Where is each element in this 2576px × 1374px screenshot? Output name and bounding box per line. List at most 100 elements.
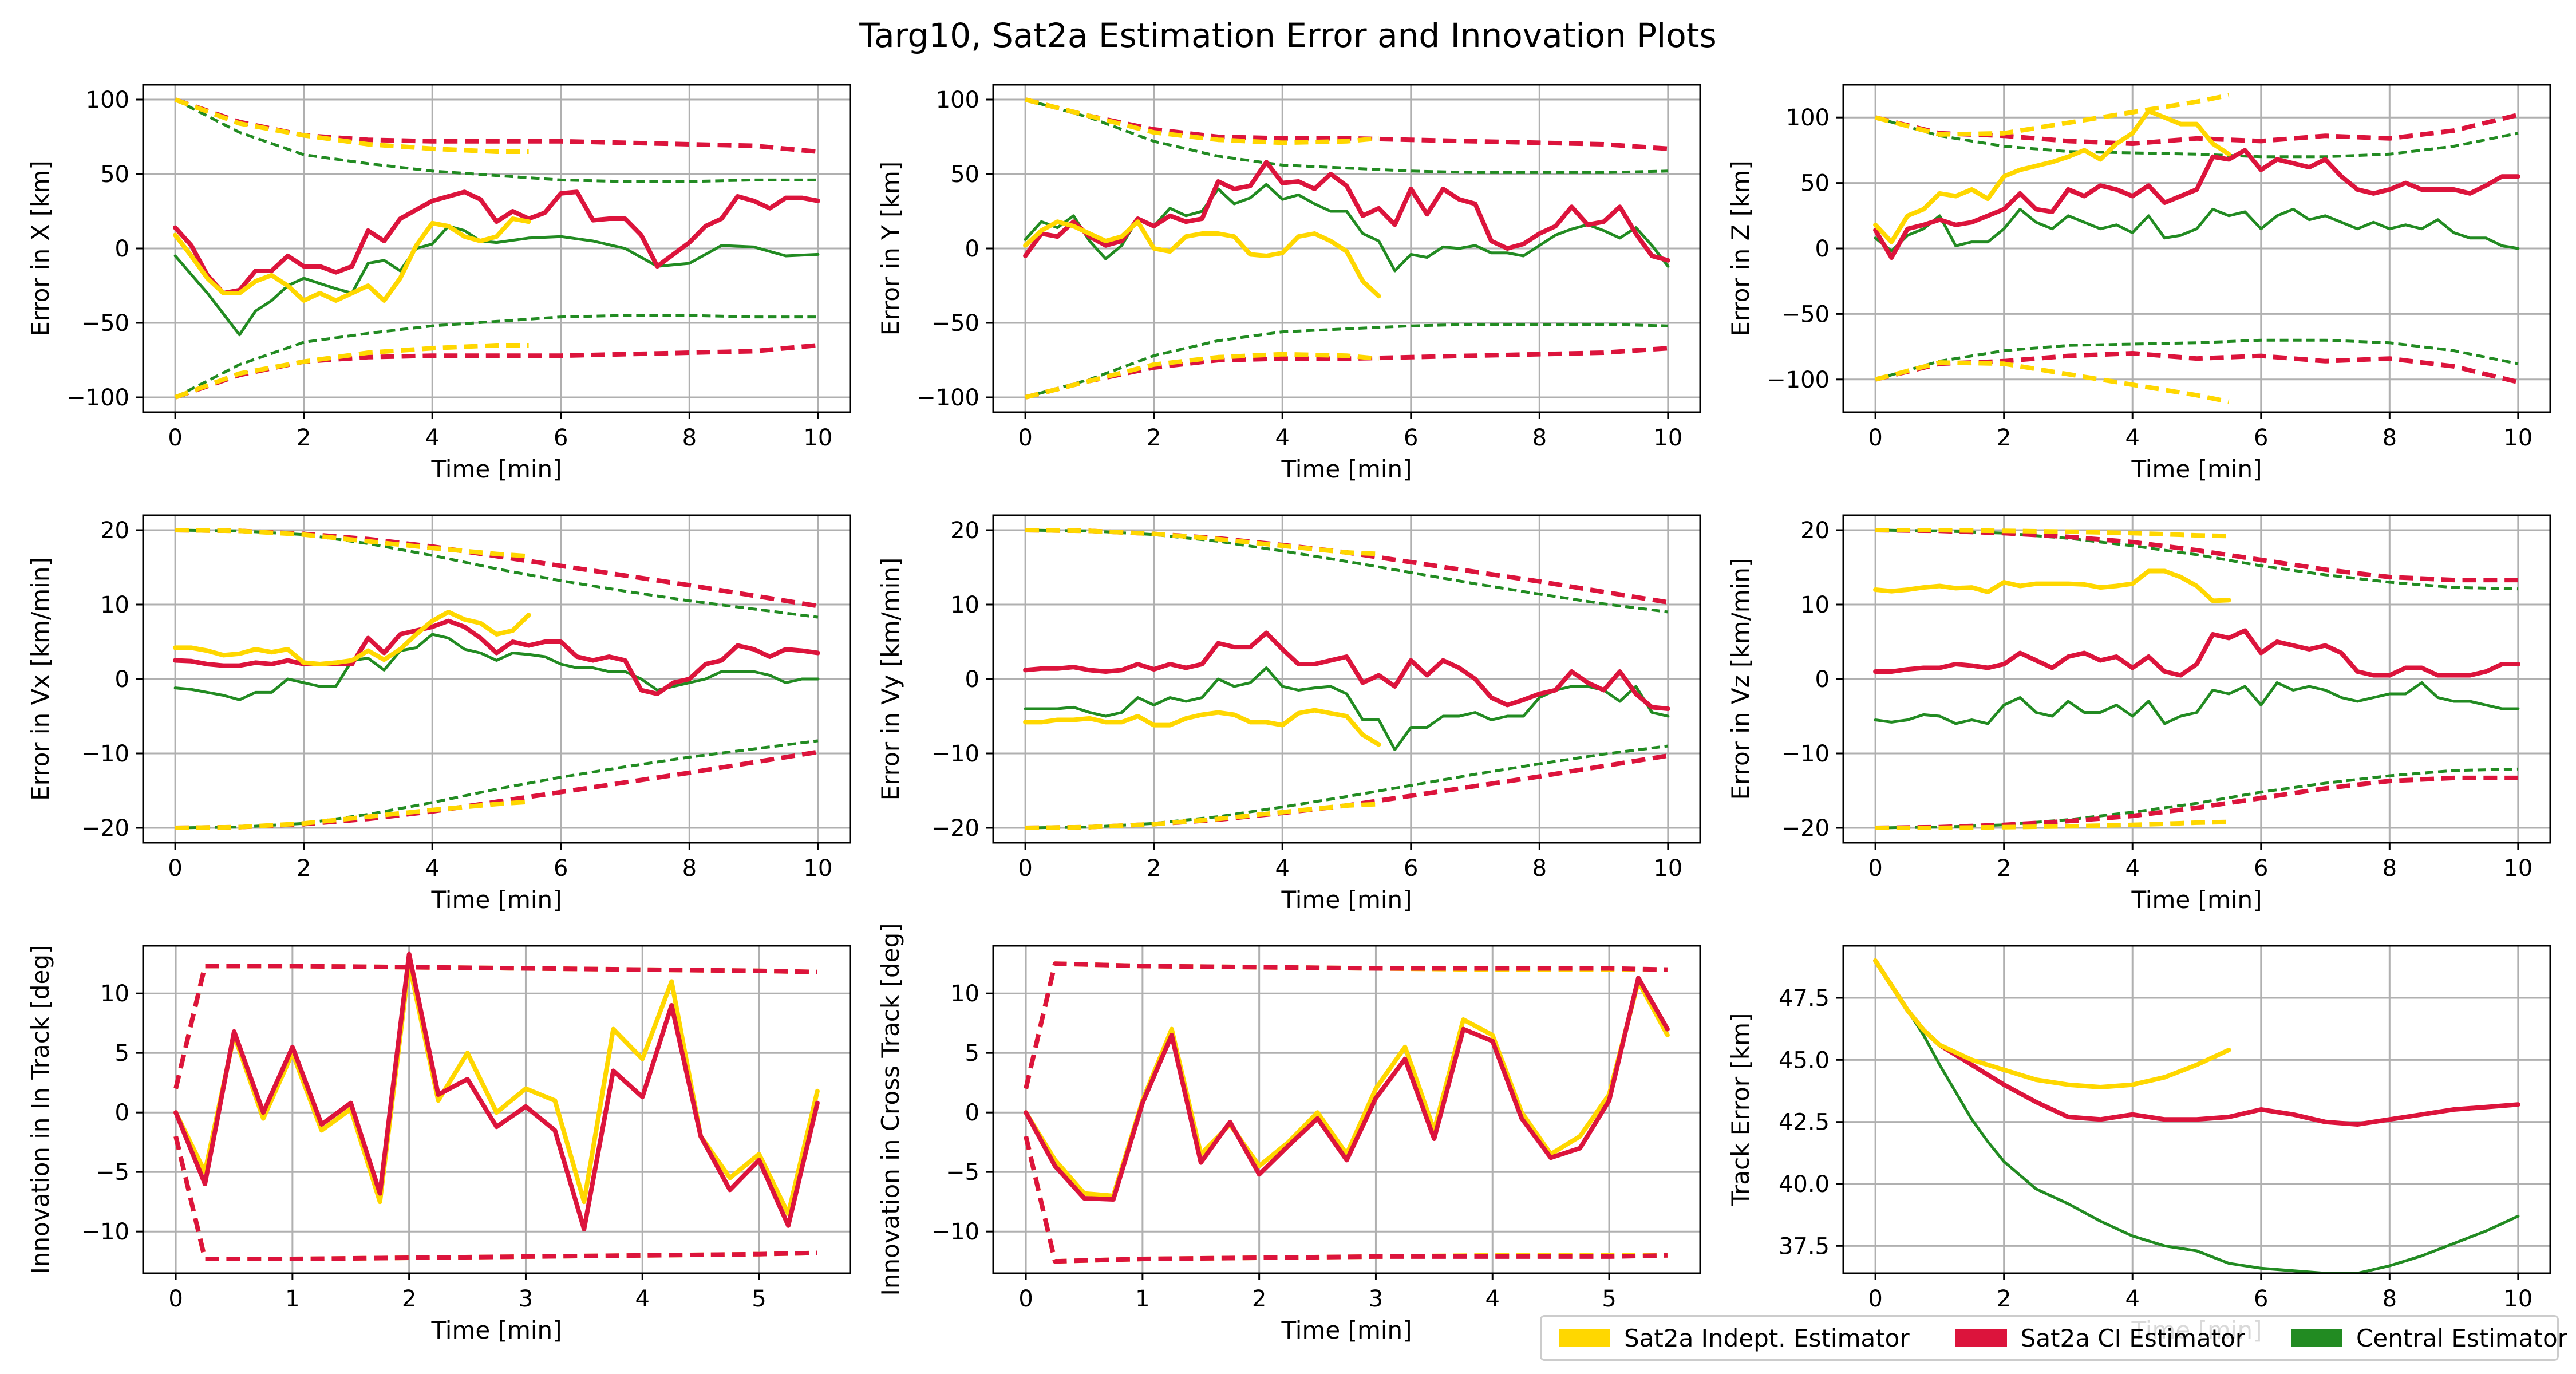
x-tick-label: 4 xyxy=(2125,1286,2140,1312)
y-tick-label: −100 xyxy=(1767,367,1830,393)
x-tick-label: 0 xyxy=(1868,1286,1882,1312)
series-ci-bound-upper xyxy=(1024,961,1668,1089)
series-indept-bound-upper xyxy=(173,964,817,1089)
plot-area xyxy=(1024,961,1670,1264)
x-tick-label: 4 xyxy=(2125,425,2140,451)
x-tick-label: 2 xyxy=(297,855,311,882)
y-tick-label: 5 xyxy=(965,1040,979,1067)
plot-area xyxy=(1873,528,2520,830)
plot-area xyxy=(1023,528,1670,830)
y-tick-label: −20 xyxy=(1781,815,1830,842)
subplot-1: 0 2 4 6 8 10 −100 −50 0 50 100 Time [min] Error in X… xyxy=(26,84,851,483)
x-tick-label: 6 xyxy=(2254,425,2268,451)
series-ci-error xyxy=(1873,628,2520,678)
y-tick-label: 5 xyxy=(115,1040,129,1067)
series-ci-error xyxy=(173,618,820,696)
series-indept-error xyxy=(1873,108,2231,244)
axes-frame xyxy=(992,945,1701,1274)
y-tick-label: 100 xyxy=(1786,105,1830,131)
y-tick-label: 20 xyxy=(1800,518,1830,544)
x-tick-label: 0 xyxy=(1018,855,1032,882)
series-indept-bound-upper xyxy=(1025,97,1379,145)
subplot-5: 0 2 4 6 8 10 −20 −10 0 10 20 Time [min] Error in Vy … xyxy=(876,514,1701,914)
series-ci-innov xyxy=(1024,976,1670,1202)
x-tick-label: 3 xyxy=(1369,1286,1383,1312)
x-axis-label: Time [min] xyxy=(1281,886,1412,914)
axes-frame xyxy=(1842,945,2551,1274)
legend-swatch-ci xyxy=(1955,1329,2007,1347)
x-tick-label: 2 xyxy=(1997,425,2011,451)
x-axis-label: Time [min] xyxy=(430,886,562,914)
series-ci-bound-lower xyxy=(173,1135,817,1261)
y-tick-label: 0 xyxy=(115,1100,129,1126)
y-tick-label: 10 xyxy=(100,592,129,618)
series-indept-bound-upper xyxy=(174,97,529,154)
y-tick-label: −50 xyxy=(1781,301,1830,327)
x-tick-label: 2 xyxy=(402,1286,416,1312)
y-tick-label: 10 xyxy=(1800,592,1830,618)
series-indept-bound-lower xyxy=(1875,819,2229,830)
x-tick-label: 0 xyxy=(168,1286,183,1312)
x-tick-label: 6 xyxy=(554,855,568,882)
legend-label-central: Central Estimator xyxy=(2356,1324,2567,1352)
series-indept-error xyxy=(1023,219,1381,299)
series-central-error xyxy=(173,633,820,701)
plot-area xyxy=(1873,958,2520,1273)
x-tick-label: 10 xyxy=(803,425,832,451)
y-tick-label: 0 xyxy=(1815,236,1830,262)
x-tick-label: 10 xyxy=(803,855,832,882)
series-indept-error xyxy=(1873,568,2231,603)
y-tick-label: −20 xyxy=(931,815,979,842)
plot-area xyxy=(1023,97,1670,400)
y-axis-label: Innovation in Cross Track [deg] xyxy=(876,923,904,1296)
series-central-error xyxy=(173,224,820,337)
x-tick-label: 8 xyxy=(2383,1286,2397,1312)
y-axis-label: Error in Vy [km/min] xyxy=(876,558,904,801)
legend-label-indept: Sat2a Indept. Estimator xyxy=(1624,1324,1910,1352)
x-axis-label: Time [min] xyxy=(1281,1316,1412,1344)
x-tick-label: 1 xyxy=(285,1286,299,1312)
legend-label-ci: Sat2a CI Estimator xyxy=(2020,1324,2246,1352)
series-indept-bound-lower xyxy=(175,799,529,830)
series-indept-bound-lower xyxy=(1875,360,2230,404)
x-tick-label: 6 xyxy=(1404,855,1418,882)
x-tick-label: 0 xyxy=(1868,855,1882,882)
series-indept-error xyxy=(1023,708,1381,747)
y-axis-label: Error in Z [km] xyxy=(1726,160,1755,337)
y-tick-label: −10 xyxy=(931,741,979,767)
series-indept-bound-upper xyxy=(1875,528,2229,539)
y-tick-label: −20 xyxy=(81,815,129,842)
x-tick-label: 1 xyxy=(1135,1286,1149,1312)
series-central-bound-lower xyxy=(174,314,818,399)
series-indept-bound-upper xyxy=(1875,93,2230,137)
y-axis-label: Innovation in In Track [deg] xyxy=(26,945,54,1274)
subplot-3: 0 2 4 6 8 10 −100 −50 0 50 100 Time [min] Error in Z… xyxy=(1726,84,2551,483)
series-central-error xyxy=(1874,681,2520,725)
series-indept-bound-lower xyxy=(1025,352,1379,400)
x-tick-label: 6 xyxy=(2254,855,2268,882)
figure-title: Targ10, Sat2a Estimation Error and Innov… xyxy=(859,16,1717,55)
x-tick-label: 8 xyxy=(1532,425,1547,451)
y-tick-label: 0 xyxy=(115,236,129,262)
x-tick-label: 4 xyxy=(1275,425,1290,451)
plot-area xyxy=(173,97,820,400)
x-tick-label: 5 xyxy=(1602,1286,1616,1312)
x-tick-label: 4 xyxy=(1485,1286,1500,1312)
legend: Sat2a Indept. Estimator Sat2a CI Estimat… xyxy=(1540,1315,2567,1361)
axes-frame xyxy=(142,945,851,1274)
series-indept-bound-lower xyxy=(174,343,529,400)
x-tick-label: 5 xyxy=(752,1286,766,1312)
x-tick-label: 8 xyxy=(682,855,697,882)
series-central-bound-upper xyxy=(1025,528,1669,614)
y-tick-label: 20 xyxy=(100,518,129,544)
series-ci-bound-upper xyxy=(173,964,817,1089)
plot-area xyxy=(1873,93,2520,404)
x-tick-label: 2 xyxy=(1997,855,2011,882)
y-tick-label: 0 xyxy=(1815,666,1830,693)
y-tick-label: 40.0 xyxy=(1779,1171,1830,1198)
x-tick-label: 2 xyxy=(1147,425,1161,451)
x-tick-label: 4 xyxy=(1275,855,1290,882)
y-tick-label: 47.5 xyxy=(1779,985,1830,1012)
y-axis-label: Error in X [km] xyxy=(26,160,54,337)
